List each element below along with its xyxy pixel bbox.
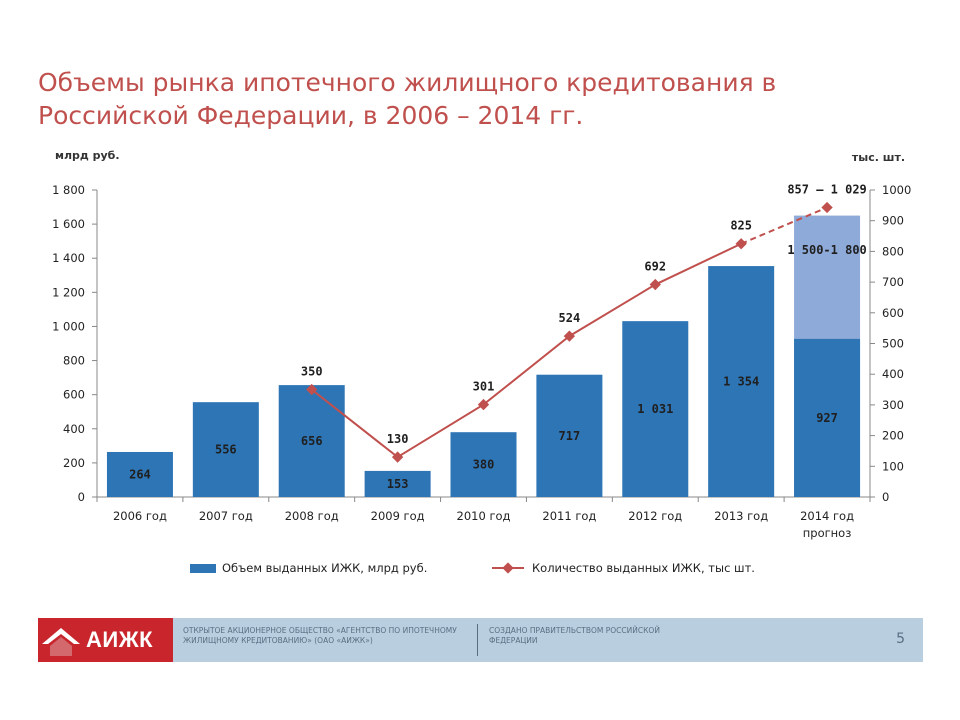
house-roof-icon: [42, 628, 80, 656]
bar-value-label: 1 354: [723, 375, 759, 389]
slide-title: Объемы рынка ипотечного жилищного кредит…: [38, 68, 777, 130]
legend-bar-swatch: [190, 564, 216, 573]
line-value-label: 350: [301, 365, 323, 379]
category-label: 2006 год: [113, 509, 167, 523]
line-value-label: 301: [473, 380, 495, 394]
bar: [364, 470, 431, 497]
left-tick-label: 200: [63, 456, 85, 470]
bar-value-label: 717: [559, 429, 581, 443]
bar-value-label: 556: [215, 443, 237, 457]
line-point: [306, 383, 318, 396]
aizhk-logo: АИЖК: [38, 618, 173, 662]
bar-value-label: 656: [301, 434, 323, 448]
line-series-solid: [311, 242, 742, 459]
legend-line-label: Количество выданных ИЖК, тыс шт.: [532, 561, 755, 575]
bar: [622, 321, 689, 497]
category-label: 2011 год: [542, 509, 596, 523]
line-point: [477, 398, 490, 411]
footer-org-text: ОТКРЫТОЕ АКЦИОНЕРНОЕ ОБЩЕСТВО «АГЕНТСТВО…: [183, 626, 457, 645]
right-tick-label: 1000: [882, 183, 911, 197]
category-label-line2: прогноз: [803, 526, 852, 540]
line-point: [735, 238, 747, 250]
bar-value-label: 927: [816, 411, 838, 425]
bar: [794, 338, 861, 497]
bar-value-label: 264: [129, 467, 151, 481]
bar-value-label: 1 031: [637, 402, 673, 416]
line-point: [821, 201, 833, 214]
right-tick-label: 800: [882, 244, 904, 258]
line-point: [391, 451, 404, 463]
category-label: 2007 год: [199, 509, 253, 523]
left-tick-label: 600: [63, 388, 85, 402]
left-tick-label: 1 600: [52, 217, 85, 231]
footer-gov-text: СОЗДАНО ПРАВИТЕЛЬСТВОМ РОССИЙСКОЙ ФЕДЕРА…: [489, 626, 660, 645]
left-tick-label: 800: [63, 354, 85, 368]
line-value-label: 692: [644, 260, 666, 274]
right-tick-label: 100: [882, 459, 904, 473]
legend-bar-label: Объем выданных ИЖК, млрд руб.: [222, 561, 427, 575]
left-tick-label: 1 400: [52, 251, 85, 265]
legend-line-marker: [502, 562, 514, 574]
page-number: 5: [896, 631, 905, 647]
left-tick-label: 1 200: [52, 285, 85, 299]
right-tick-label: 200: [882, 429, 904, 443]
line-value-label: 857 – 1 029: [787, 182, 866, 196]
line-series-dashed: [740, 206, 828, 245]
footer-divider: [477, 624, 478, 656]
right-tick-label: 300: [882, 398, 904, 412]
bar-value-label: 380: [473, 458, 495, 472]
category-label: 2010 год: [457, 509, 511, 523]
right-tick-label: 700: [882, 275, 904, 289]
left-tick-label: 400: [63, 422, 85, 436]
forecast-bar-label: 1 500-1 800: [787, 243, 866, 257]
line-value-label: 825: [730, 219, 752, 233]
right-tick-label: 600: [882, 306, 904, 320]
line-point: [563, 330, 576, 342]
right-tick-label: 400: [882, 367, 904, 381]
bar: [450, 432, 517, 497]
category-label: 2009 год: [371, 509, 425, 523]
category-label: 2014 год: [800, 509, 854, 523]
left-axis-label: млрд руб.: [55, 149, 120, 162]
line-value-label: 524: [559, 311, 581, 325]
bar-value-label: 153: [387, 477, 409, 491]
category-label: 2013 год: [714, 509, 768, 523]
logo-text: АИЖК: [86, 627, 154, 652]
footer-bar: АИЖК ОТКРЫТОЕ АКЦИОНЕРНОЕ ОБЩЕСТВО «АГЕН…: [38, 618, 923, 662]
right-tick-label: 900: [882, 214, 904, 228]
category-label: 2012 год: [628, 509, 682, 523]
right-tick-label: 500: [882, 337, 904, 351]
line-point: [649, 278, 661, 291]
line-value-label: 130: [387, 432, 409, 446]
right-axis-label: тыс. шт.: [852, 151, 905, 164]
right-tick-label: 0: [882, 490, 889, 504]
category-label: 2008 год: [285, 509, 339, 523]
bar: [708, 266, 775, 497]
left-tick-label: 1 800: [52, 183, 85, 197]
left-tick-label: 1 000: [52, 319, 85, 333]
bar: [192, 402, 259, 497]
bar: [106, 451, 173, 497]
mortgage-market-chart: млрд руб. тыс. шт. 0 200 400 600 800 1 000 1 200…: [52, 149, 911, 575]
bar: [536, 374, 603, 497]
bar: [278, 385, 345, 497]
left-tick-label: 0: [78, 490, 85, 504]
